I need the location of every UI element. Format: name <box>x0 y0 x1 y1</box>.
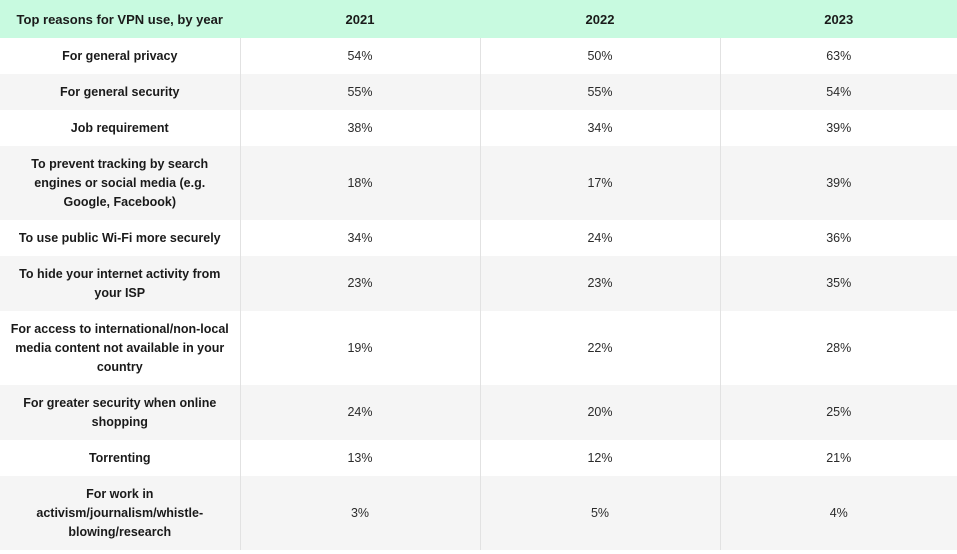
value-cell-2021: 13% <box>240 440 481 476</box>
header-cell-reason: Top reasons for VPN use, by year <box>0 0 241 38</box>
value-cell-2021: 55% <box>240 74 481 110</box>
reason-cell: For work in activism/journalism/whistle-… <box>0 476 241 550</box>
value-cell-2023: 35% <box>720 256 957 311</box>
reason-cell: For greater security when online shoppin… <box>0 385 241 440</box>
value-cell-2023: 39% <box>720 146 957 220</box>
value-cell-2021: 3% <box>240 476 481 550</box>
table-row: For work in activism/journalism/whistle-… <box>0 476 957 550</box>
header-cell-2023: 2023 <box>720 0 957 38</box>
table-row: For general privacy 54% 50% 63% <box>0 38 957 74</box>
value-cell-2022: 20% <box>480 385 721 440</box>
value-cell-2021: 54% <box>240 38 481 74</box>
value-cell-2023: 28% <box>720 311 957 385</box>
value-cell-2022: 17% <box>480 146 721 220</box>
reason-cell: For access to international/non-local me… <box>0 311 241 385</box>
value-cell-2021: 23% <box>240 256 481 311</box>
value-cell-2021: 18% <box>240 146 481 220</box>
value-cell-2023: 36% <box>720 220 957 256</box>
reason-cell: For general security <box>0 74 241 110</box>
value-cell-2023: 39% <box>720 110 957 146</box>
reason-cell: To hide your internet activity from your… <box>0 256 241 311</box>
header-cell-2021: 2021 <box>240 0 481 38</box>
table-row: For greater security when online shoppin… <box>0 385 957 440</box>
reason-cell: Job requirement <box>0 110 241 146</box>
table-row: To use public Wi-Fi more securely 34% 24… <box>0 220 957 256</box>
value-cell-2022: 12% <box>480 440 721 476</box>
value-cell-2021: 34% <box>240 220 481 256</box>
value-cell-2023: 63% <box>720 38 957 74</box>
value-cell-2022: 55% <box>480 74 721 110</box>
value-cell-2022: 34% <box>480 110 721 146</box>
value-cell-2021: 19% <box>240 311 481 385</box>
header-cell-2022: 2022 <box>480 0 721 38</box>
value-cell-2022: 24% <box>480 220 721 256</box>
value-cell-2022: 50% <box>480 38 721 74</box>
value-cell-2022: 23% <box>480 256 721 311</box>
table-row: For access to international/non-local me… <box>0 311 957 385</box>
value-cell-2022: 22% <box>480 311 721 385</box>
reason-cell: To use public Wi-Fi more securely <box>0 220 241 256</box>
table-row: For general security 55% 55% 54% <box>0 74 957 110</box>
reason-cell: For general privacy <box>0 38 241 74</box>
reason-cell: To prevent tracking by search engines or… <box>0 146 241 220</box>
value-cell-2022: 5% <box>480 476 721 550</box>
table-row: To hide your internet activity from your… <box>0 256 957 311</box>
header-row: Top reasons for VPN use, by year 2021 20… <box>0 0 957 38</box>
table-row: To prevent tracking by search engines or… <box>0 146 957 220</box>
value-cell-2023: 4% <box>720 476 957 550</box>
value-cell-2023: 54% <box>720 74 957 110</box>
table-row: Job requirement 38% 34% 39% <box>0 110 957 146</box>
value-cell-2021: 38% <box>240 110 481 146</box>
value-cell-2021: 24% <box>240 385 481 440</box>
table-row: Torrenting 13% 12% 21% <box>0 440 957 476</box>
reason-cell: Torrenting <box>0 440 241 476</box>
value-cell-2023: 25% <box>720 385 957 440</box>
value-cell-2023: 21% <box>720 440 957 476</box>
